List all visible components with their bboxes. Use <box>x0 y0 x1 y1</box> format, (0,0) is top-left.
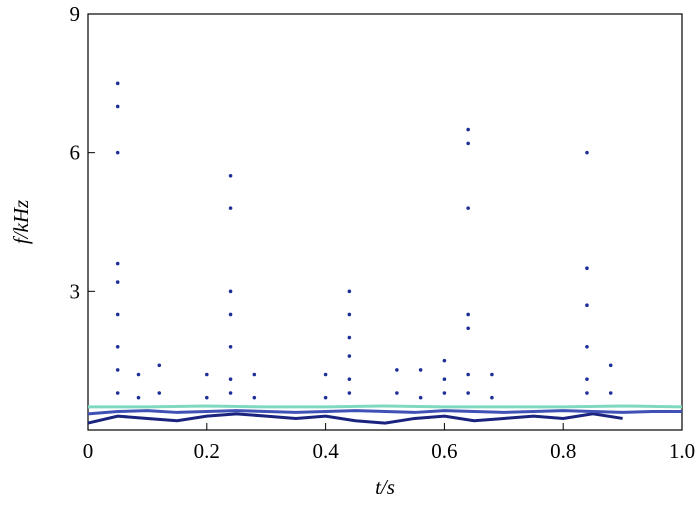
ridge-point <box>228 312 233 317</box>
x-tick-label: 0.8 <box>550 439 576 463</box>
ridge-point <box>115 150 120 155</box>
ridge-point <box>115 345 120 349</box>
x-tick-label: 0.2 <box>194 439 220 463</box>
ridge-point <box>347 354 352 358</box>
ridge-point <box>115 261 120 266</box>
x-tick-label: 0 <box>83 439 94 463</box>
ridge-point <box>115 391 120 395</box>
ridge-point <box>252 372 257 377</box>
ridge-point <box>466 391 470 395</box>
ridge-point <box>228 345 233 349</box>
ridge-point <box>585 266 589 271</box>
ridge-point <box>585 303 589 308</box>
ridge-point <box>608 363 613 368</box>
ridge-point <box>418 368 423 372</box>
y-tick-label: 3 <box>70 279 81 303</box>
ridge-line <box>87 412 623 425</box>
ridge-point <box>323 395 328 400</box>
ridge-point <box>466 372 470 377</box>
y-tick-label: 9 <box>70 2 81 26</box>
ridge-point <box>466 312 470 317</box>
ridge-point <box>115 280 120 284</box>
ridge-point <box>347 289 352 294</box>
ridge-point <box>395 391 399 395</box>
x-tick-label: 0.4 <box>312 439 339 463</box>
ridge-line <box>87 409 682 416</box>
ridge-point <box>585 391 589 395</box>
ridge-point <box>585 150 589 155</box>
ridge-point <box>442 377 447 381</box>
plot-frame <box>87 13 683 431</box>
ridge-point <box>115 104 120 109</box>
ridge-point <box>395 368 399 372</box>
x-axis-label: t/s <box>375 475 395 499</box>
ridge-point <box>228 173 233 178</box>
ridge-point <box>466 141 470 146</box>
ridge-point <box>490 372 494 377</box>
ridge-point <box>157 391 162 395</box>
y-tick-label: 6 <box>70 141 81 165</box>
ridge-point <box>115 81 120 86</box>
ridge-point <box>490 395 494 400</box>
ridge-point <box>466 127 470 132</box>
ridge-point <box>228 289 233 294</box>
ridge-point <box>252 395 257 400</box>
ridge-line <box>88 404 683 409</box>
ridge-point <box>347 391 352 395</box>
ridge-point <box>228 206 233 210</box>
ridge-point <box>442 391 447 395</box>
x-tick-label: 1.0 <box>669 439 695 463</box>
ridge-point <box>442 358 447 363</box>
ridge-point <box>466 206 470 210</box>
ridge-point <box>585 377 589 381</box>
x-tick-label: 0.6 <box>431 439 457 463</box>
ridge-point <box>418 395 423 400</box>
ridge-point <box>136 395 141 400</box>
ridge-point <box>157 363 162 368</box>
ridge-point <box>466 326 470 331</box>
ridge-point <box>115 312 120 317</box>
ridge-point <box>205 395 209 400</box>
ridge-point <box>347 377 352 381</box>
ridge-point <box>205 372 209 377</box>
y-axis-label: f/kHz <box>9 200 33 244</box>
ridge-point <box>585 345 589 349</box>
ridge-point <box>136 372 141 377</box>
ridge-point <box>347 312 352 317</box>
ridge-point <box>323 372 328 377</box>
ridge-point <box>115 368 120 372</box>
ridge-point <box>228 377 233 381</box>
ridge-point <box>347 335 352 340</box>
ridge-point <box>608 391 613 395</box>
ridge-point <box>228 391 233 395</box>
